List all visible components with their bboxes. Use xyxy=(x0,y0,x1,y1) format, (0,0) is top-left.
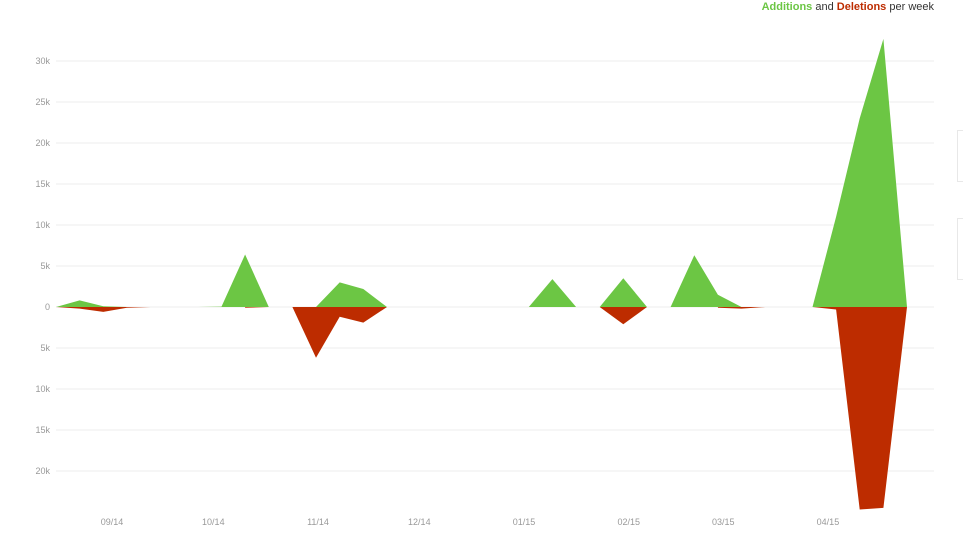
additions-area xyxy=(528,279,577,307)
deletions-area xyxy=(292,307,387,358)
x-tick-label: 10/14 xyxy=(202,517,225,527)
deletions-area xyxy=(245,307,269,308)
additions-area xyxy=(670,255,742,307)
side-panel-edge-2 xyxy=(957,218,963,280)
y-tick-label: 0 xyxy=(45,302,50,312)
y-tick-label: 20k xyxy=(35,466,50,476)
side-panel-edge-1 xyxy=(957,130,963,182)
x-tick-label: 04/15 xyxy=(817,517,840,527)
additions-area xyxy=(56,300,151,307)
deletions-area xyxy=(599,307,647,325)
y-tick-label: 30k xyxy=(35,56,50,66)
legend-per-week-text: per week xyxy=(889,1,934,13)
deletions-area xyxy=(812,307,907,510)
grid-lines xyxy=(56,60,934,472)
deletions-area xyxy=(717,307,766,309)
y-tick-label: 5k xyxy=(40,343,50,353)
y-tick-label: 15k xyxy=(35,425,50,435)
x-tick-label: 02/15 xyxy=(617,517,640,527)
y-tick-label: 20k xyxy=(35,138,50,148)
legend-deletions: Deletions xyxy=(836,1,887,13)
x-tick-label: 12/14 xyxy=(408,517,431,527)
y-tick-label: 10k xyxy=(35,384,50,394)
deletions-area xyxy=(56,307,151,312)
x-tick-label: 09/14 xyxy=(101,517,124,527)
y-tick-label: 15k xyxy=(35,179,50,189)
chart-legend: Additions and Deletions per week xyxy=(762,1,934,13)
x-tick-label: 03/15 xyxy=(712,517,735,527)
additions-area xyxy=(197,254,269,307)
additions-area xyxy=(812,38,907,308)
additions-area xyxy=(316,282,387,307)
x-tick-label: 11/14 xyxy=(307,517,329,527)
x-tick-label: 01/15 xyxy=(513,517,536,527)
legend-and-text: and xyxy=(815,1,834,13)
y-tick-label: 5k xyxy=(40,261,50,271)
x-axis: 09/14 10/14 11/14 12/14 01/15 02/15 03/15 04/15 xyxy=(101,517,839,527)
y-tick-label: 25k xyxy=(35,97,50,107)
y-axis: 30k 25k 20k 15k 10k 5k 0 5k 10k 15k 20k xyxy=(35,56,50,476)
additions-area xyxy=(599,278,647,307)
chart-areas xyxy=(56,38,907,510)
y-tick-label: 10k xyxy=(35,220,50,230)
legend-additions: Additions xyxy=(761,1,813,13)
